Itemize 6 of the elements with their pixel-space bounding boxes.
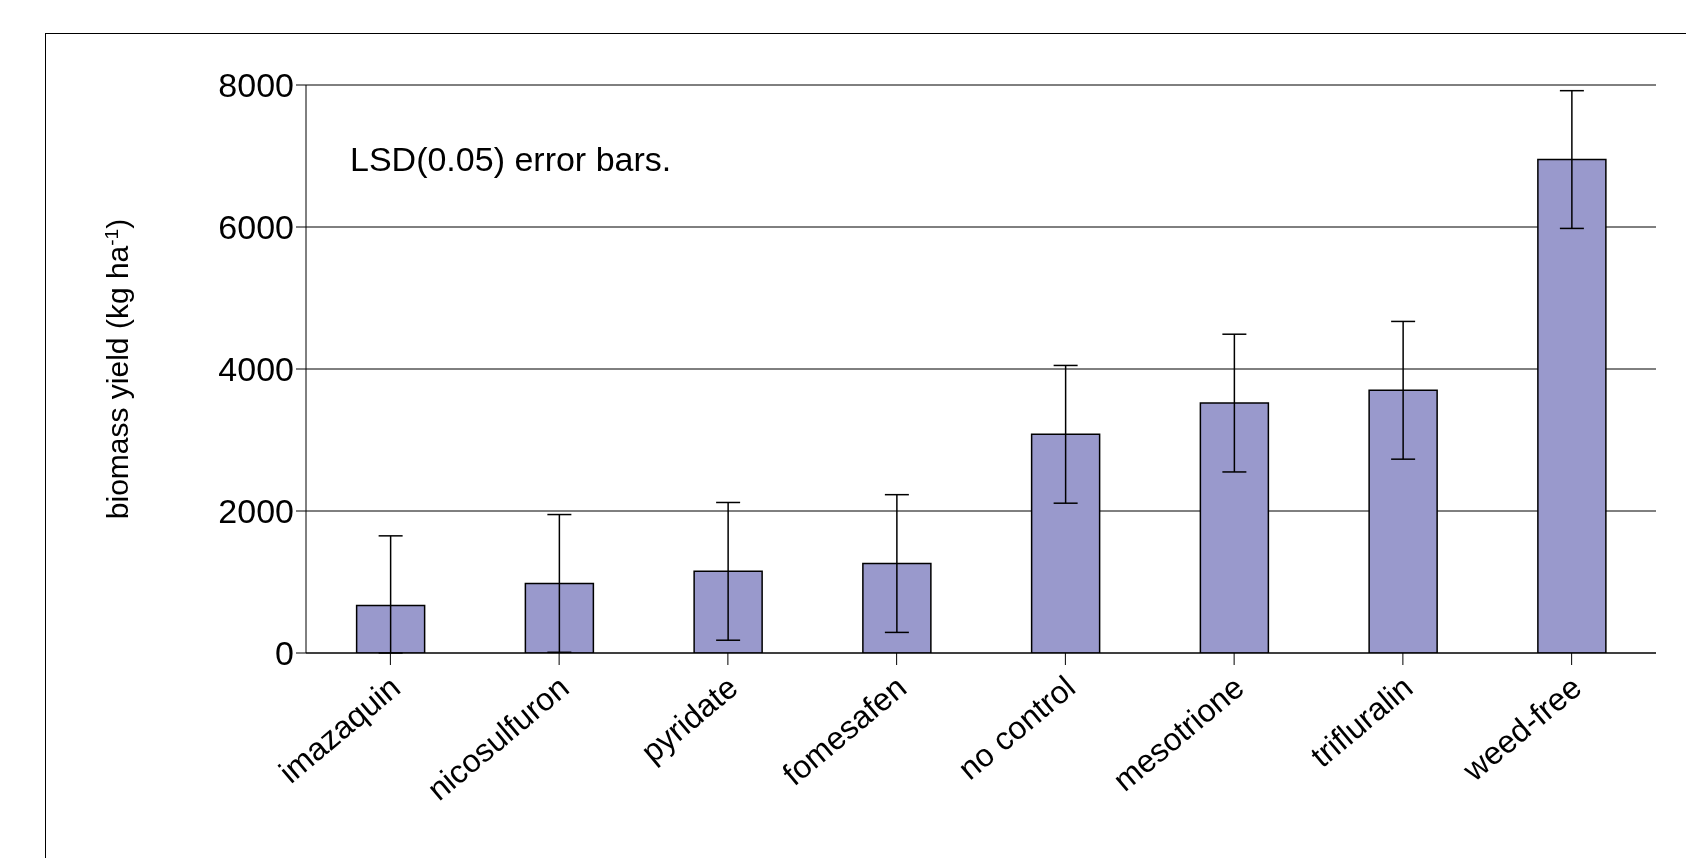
y-tick-label: 4000 <box>218 350 294 389</box>
y-tick-label: 6000 <box>218 208 294 247</box>
y-tick-label: 0 <box>275 634 294 673</box>
y-tick-label: 2000 <box>218 492 294 531</box>
y-tick-label: 8000 <box>218 66 294 105</box>
annotation: LSD(0.05) error bars. <box>350 140 672 179</box>
